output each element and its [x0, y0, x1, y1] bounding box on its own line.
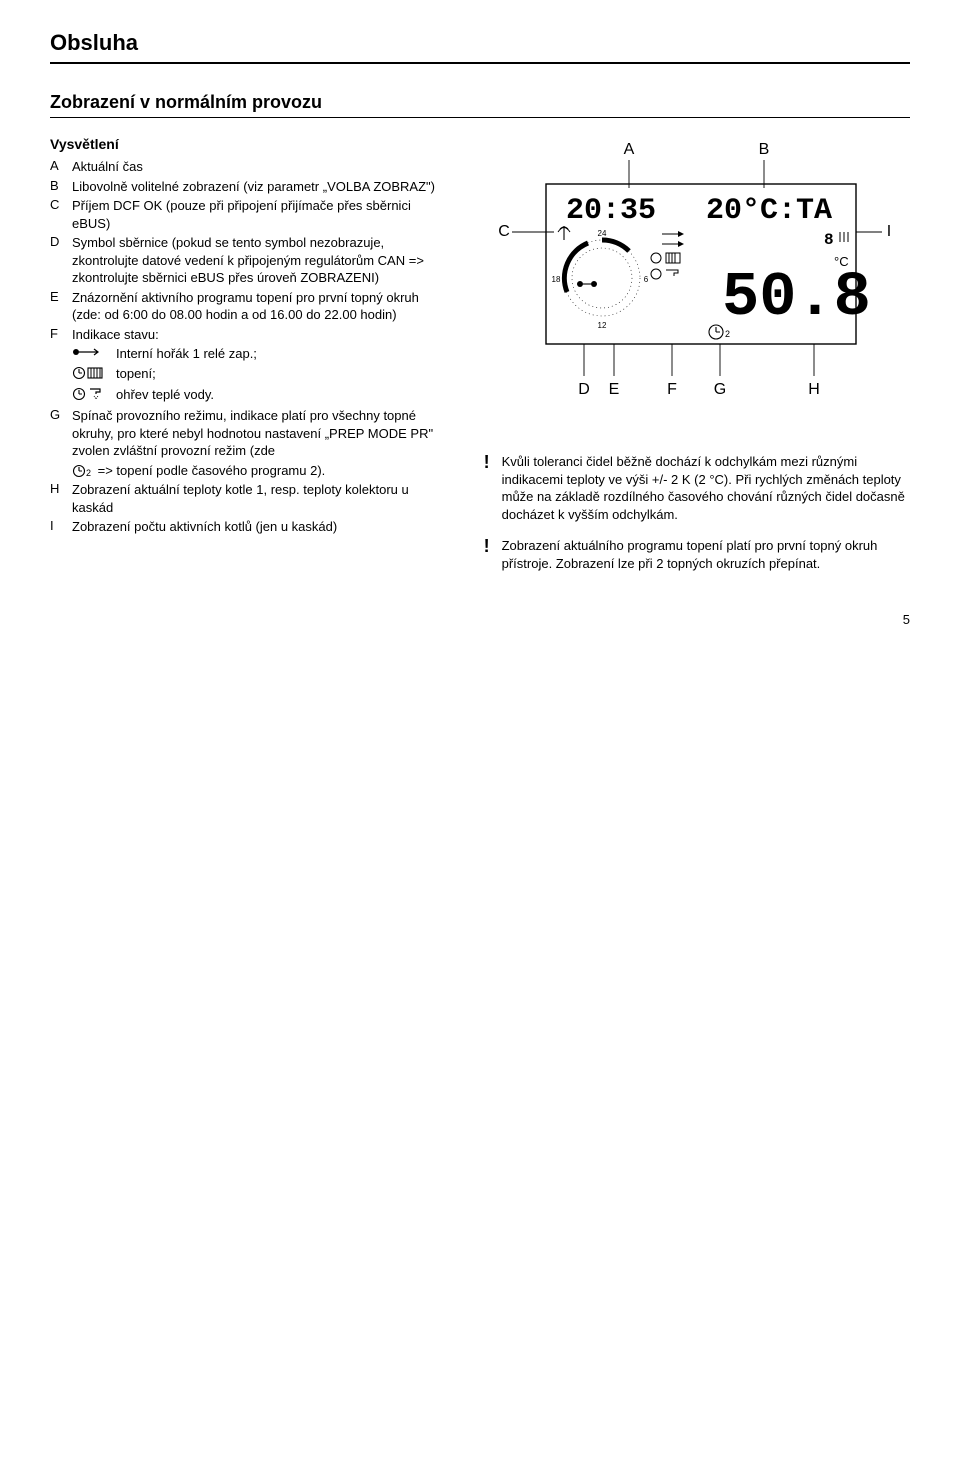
section-title: Obsluha — [50, 30, 910, 56]
item-key: A — [50, 158, 72, 173]
list-subitem: Interní hořák 1 relé zap.; — [72, 345, 444, 363]
clock-tap-icon — [72, 386, 116, 405]
item-key: D — [50, 234, 72, 249]
attention-icon: ! — [484, 453, 502, 471]
right-column: A B C I 20:35 20°C:TA 8 — [484, 136, 910, 572]
list-item: 2 => topení podle časového programu 2). — [50, 462, 444, 480]
list-item: I Zobrazení počtu aktivních kotlů (jen u… — [50, 518, 444, 536]
list-item: B Libovolně volitelné zobrazení (viz par… — [50, 178, 444, 196]
subitem-text: Interní hořák 1 relé zap.; — [116, 345, 444, 363]
label-a: A — [623, 141, 634, 158]
item-key: B — [50, 178, 72, 193]
subsection-title: Zobrazení v normálním provozu — [50, 92, 910, 113]
note-text: Zobrazení aktuálního programu topení pla… — [502, 537, 910, 572]
list-subitem: topení; — [72, 365, 444, 384]
item-text: 2 => topení podle časového programu 2). — [72, 462, 444, 480]
item-key: G — [50, 407, 72, 422]
list-item: E Znázornění aktivního programu topení p… — [50, 289, 444, 324]
content-columns: Vysvětlení A Aktuální čas B Libovolně vo… — [50, 136, 910, 572]
svg-text:18: 18 — [551, 275, 560, 284]
subitem-text: topení; — [116, 365, 444, 383]
lcd-diagram: A B C I 20:35 20°C:TA 8 — [484, 136, 910, 439]
item-key: C — [50, 197, 72, 212]
item-tail: => topení podle časového programu 2). — [94, 463, 325, 478]
left-column: Vysvětlení A Aktuální čas B Libovolně vo… — [50, 136, 444, 538]
label-d: D — [578, 381, 590, 398]
item-text: Indikace stavu: — [72, 326, 444, 344]
note-item: ! Zobrazení aktuálního programu topení p… — [484, 537, 910, 572]
item-text: Libovolně volitelné zobrazení (viz param… — [72, 178, 444, 196]
item-key: I — [50, 518, 72, 533]
item-text: Spínač provozního režimu, indikace platí… — [72, 407, 444, 460]
item-key: H — [50, 481, 72, 496]
note-text: Kvůli toleranci čidel běžně dochází k od… — [502, 453, 910, 523]
item-text: Příjem DCF OK (pouze při připojení přijí… — [72, 197, 444, 232]
list-item: H Zobrazení aktuální teploty kotle 1, re… — [50, 481, 444, 516]
svg-text:6: 6 — [643, 275, 648, 284]
clock-radiator-icon — [72, 365, 116, 384]
item-text: Zobrazení počtu aktivních kotlů (jen u k… — [72, 518, 444, 536]
item-text: Zobrazení aktuální teploty kotle 1, resp… — [72, 481, 444, 516]
lcd-top-right: 20°C:TA — [706, 194, 832, 228]
label-e: E — [608, 381, 619, 398]
svg-text:2: 2 — [725, 329, 730, 339]
list-subitem: ohřev teplé vody. — [72, 386, 444, 405]
lcd-time: 20:35 — [566, 194, 656, 228]
lcd-temp: 50.8 — [722, 262, 871, 333]
bars-icon — [840, 232, 848, 242]
antenna-icon — [558, 226, 570, 240]
item-key: F — [50, 326, 72, 341]
definition-list: A Aktuální čas B Libovolně volitelné zob… — [50, 158, 444, 536]
item-key: E — [50, 289, 72, 304]
label-c: C — [498, 223, 510, 240]
lcd-deg: °C — [834, 254, 849, 269]
subitem-text: ohřev teplé vody. — [116, 386, 444, 404]
svg-text:12: 12 — [597, 321, 606, 330]
status-row — [651, 231, 684, 279]
list-item: A Aktuální čas — [50, 158, 444, 176]
label-b: B — [758, 141, 769, 158]
attention-icon: ! — [484, 537, 502, 555]
item-text: Symbol sběrnice (pokud se tento symbol n… — [72, 234, 444, 287]
svg-text:24: 24 — [597, 229, 606, 238]
clock2-icon: 2 — [72, 464, 94, 478]
page-number: 5 — [50, 612, 910, 627]
flame-icon — [72, 345, 116, 362]
svg-text:2: 2 — [86, 468, 91, 478]
list-item: G Spínač provozního režimu, indikace pla… — [50, 407, 444, 460]
label-f: F — [667, 381, 677, 398]
bus-icon — [577, 281, 597, 287]
item-text: Aktuální čas — [72, 158, 444, 176]
note-item: ! Kvůli toleranci čidel běžně dochází k … — [484, 453, 910, 523]
program-dial: 24 6 12 18 — [551, 229, 648, 330]
label-i: I — [886, 223, 890, 240]
lcd-small-8: 8 — [824, 231, 834, 249]
explanation-heading: Vysvětlení — [50, 136, 444, 152]
list-item: D Symbol sběrnice (pokud se tento symbol… — [50, 234, 444, 287]
list-item: F Indikace stavu: — [50, 326, 444, 344]
list-item: C Příjem DCF OK (pouze při připojení při… — [50, 197, 444, 232]
label-g: G — [713, 381, 725, 398]
divider-thin — [50, 117, 910, 118]
item-text: Znázornění aktivního programu topení pro… — [72, 289, 444, 324]
label-h: H — [808, 381, 820, 398]
divider-strong — [50, 62, 910, 64]
